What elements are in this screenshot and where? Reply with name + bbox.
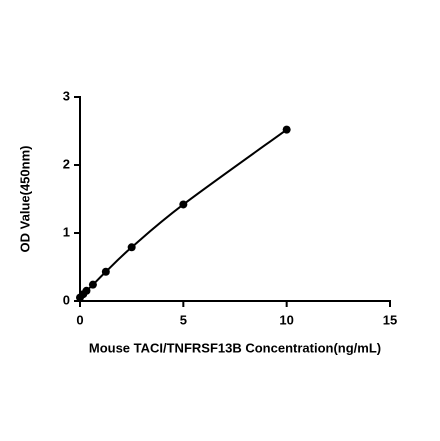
data-point [82,286,91,295]
data-point [179,200,188,209]
x-tick-label: 10 [279,312,293,327]
y-tick-label: 1 [63,224,70,239]
y-tick-label: 2 [63,156,70,171]
x-tick-label: 15 [383,312,397,327]
fit-curve [79,128,288,299]
data-point [88,280,97,289]
data-point [282,125,291,134]
x-tick-label: 5 [180,312,187,327]
x-tick-label: 0 [76,312,83,327]
y-tick-label: 3 [63,88,70,103]
data-point [101,267,110,276]
x-axis-label: Mouse TACI/TNFRSF13B Concentration(ng/mL… [89,340,381,355]
y-tick-label: 0 [63,292,70,307]
y-axis-label: OD Value(450nm) [17,146,32,253]
data-point [127,243,136,252]
